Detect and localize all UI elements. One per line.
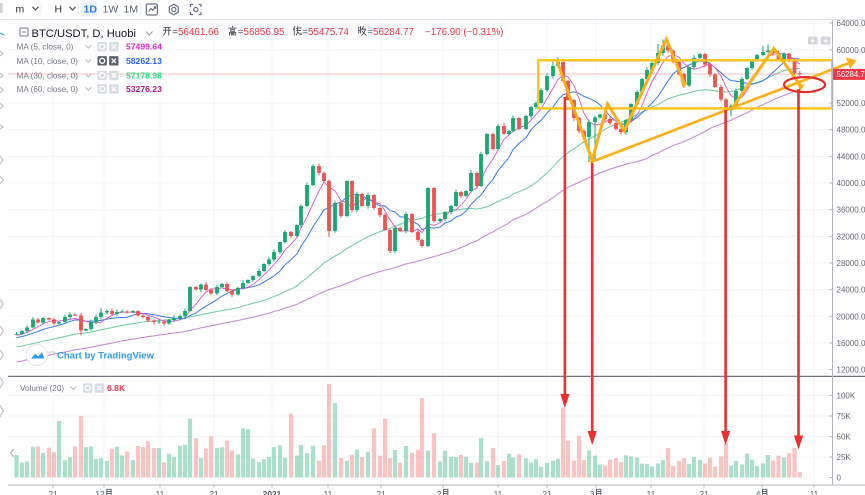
svg-text:57178.98: 57178.98 <box>126 70 162 80</box>
svg-text:1W: 1W <box>103 4 119 16</box>
svg-text:BTC/USDT, D, Huobi: BTC/USDT, D, Huobi <box>32 28 136 40</box>
svg-text:11: 11 <box>494 489 503 495</box>
svg-text:2: 2 <box>437 489 442 495</box>
svg-text:57499.64: 57499.64 <box>126 42 162 52</box>
svg-text:11: 11 <box>647 489 656 495</box>
svg-text:−176.90 (−0.31%): −176.90 (−0.31%) <box>425 27 503 38</box>
svg-text:=56461.66: =56461.66 <box>172 27 219 38</box>
svg-text:32000.00: 32000.00 <box>837 232 865 241</box>
svg-text:1D: 1D <box>84 4 98 16</box>
svg-text:12: 12 <box>95 489 105 495</box>
svg-text:24000.00: 24000.00 <box>837 286 865 295</box>
svg-text:100K: 100K <box>837 392 856 401</box>
svg-text:1M: 1M <box>124 4 139 16</box>
svg-text:m: m <box>16 4 25 16</box>
svg-text:21: 21 <box>542 489 552 495</box>
svg-text:20000.00: 20000.00 <box>837 312 865 321</box>
svg-text:Chart by TradingView: Chart by TradingView <box>57 351 155 362</box>
svg-text:36000.00: 36000.00 <box>837 206 865 215</box>
svg-text:MA (60, close, 0): MA (60, close, 0) <box>17 85 79 94</box>
svg-text:58262.13: 58262.13 <box>126 56 162 66</box>
svg-text:44000.00: 44000.00 <box>837 152 865 161</box>
svg-text:6.8K: 6.8K <box>107 383 126 393</box>
svg-text:60000.00: 60000.00 <box>837 46 865 55</box>
svg-text:MA (30, close, 0): MA (30, close, 0) <box>17 71 79 80</box>
svg-text:12000.00: 12000.00 <box>837 366 865 375</box>
svg-text:4: 4 <box>756 489 761 495</box>
svg-text:MA (5, close, 0): MA (5, close, 0) <box>17 43 74 52</box>
svg-text:48000.00: 48000.00 <box>837 126 865 135</box>
svg-text:56284.7: 56284.7 <box>837 70 865 79</box>
svg-text:16000.00: 16000.00 <box>837 339 865 348</box>
svg-text:53276.23: 53276.23 <box>126 84 162 94</box>
svg-text:11: 11 <box>810 489 819 495</box>
svg-text:MA (10, close, 0): MA (10, close, 0) <box>17 57 79 66</box>
svg-text:52000.00: 52000.00 <box>837 99 865 108</box>
svg-text:0: 0 <box>837 474 842 483</box>
svg-text:2021: 2021 <box>263 489 282 495</box>
svg-text:40000.00: 40000.00 <box>837 179 865 188</box>
svg-text:3: 3 <box>590 489 595 495</box>
svg-text:21: 21 <box>376 489 386 495</box>
svg-text:25K: 25K <box>837 453 852 462</box>
svg-text:H: H <box>55 4 63 16</box>
svg-text:21: 21 <box>699 489 709 495</box>
svg-text:75K: 75K <box>837 412 852 421</box>
svg-text:=56284.77: =56284.77 <box>367 27 414 38</box>
svg-text:21: 21 <box>48 489 58 495</box>
svg-text:64000.00: 64000.00 <box>837 19 865 28</box>
svg-text:Volume (20): Volume (20) <box>20 384 64 393</box>
svg-text:=56856.95: =56856.95 <box>238 27 285 38</box>
svg-text:11: 11 <box>324 489 333 495</box>
svg-text:=55475.74: =55475.74 <box>302 27 349 38</box>
svg-text:28000.00: 28000.00 <box>837 259 865 268</box>
svg-text:50K: 50K <box>837 433 852 442</box>
svg-text:21: 21 <box>209 489 219 495</box>
svg-text:11: 11 <box>156 489 165 495</box>
